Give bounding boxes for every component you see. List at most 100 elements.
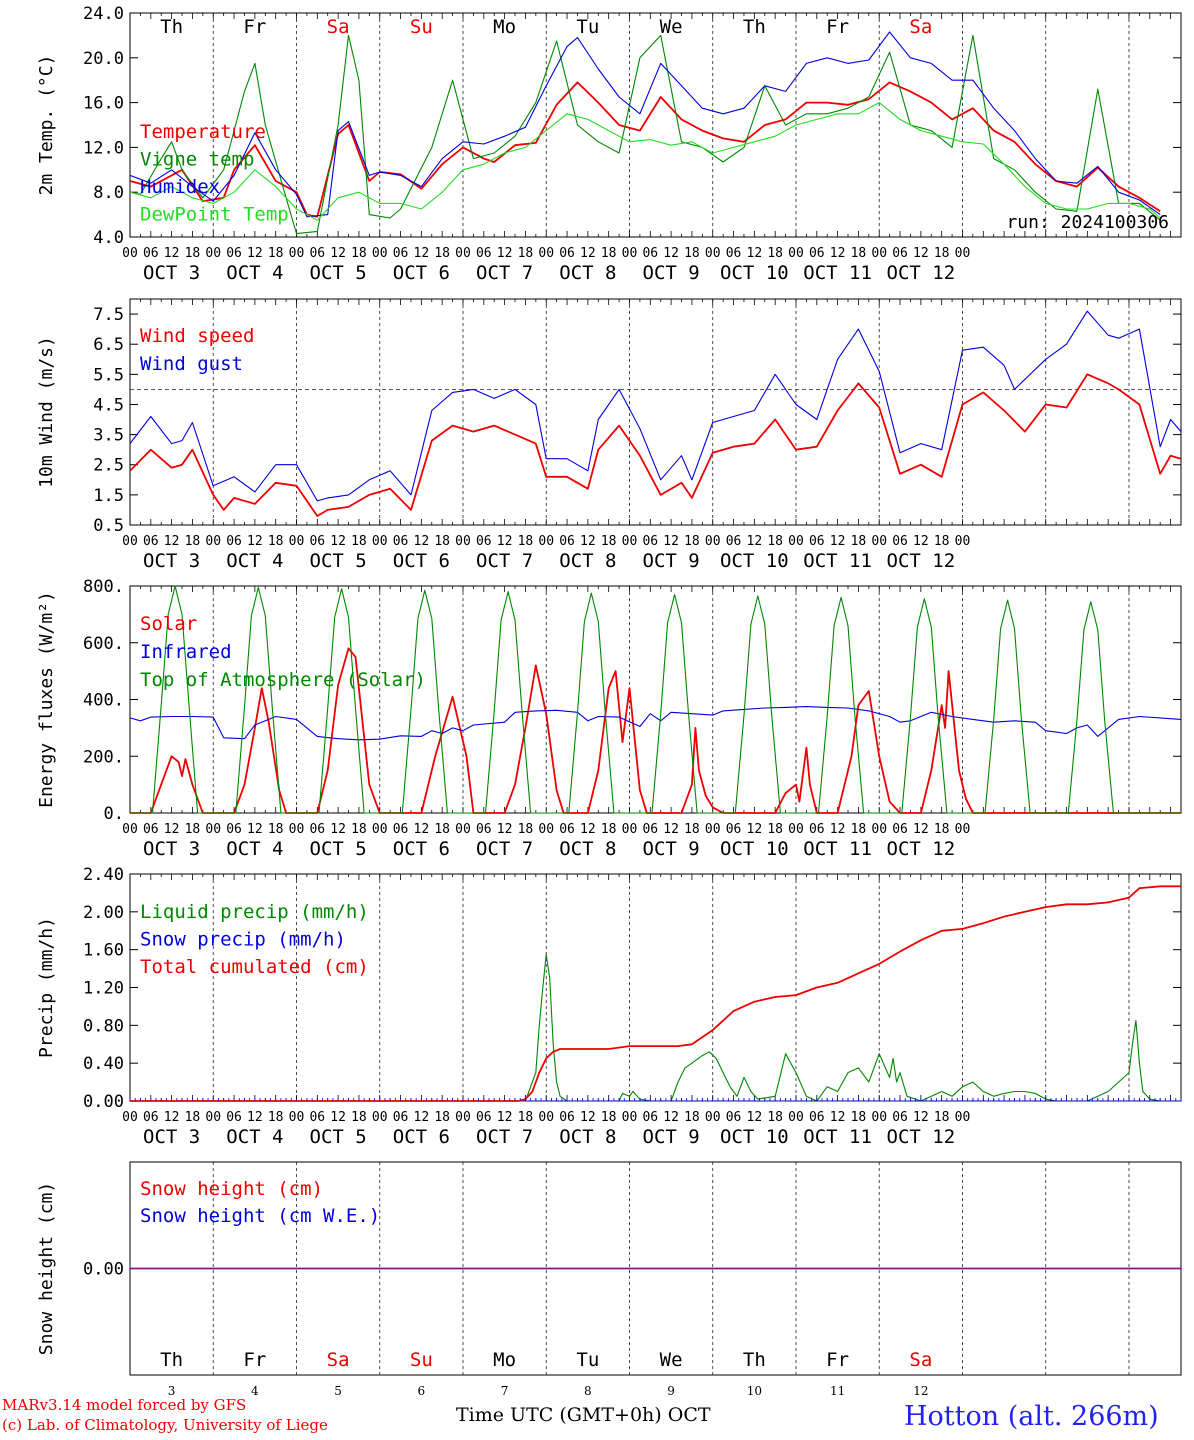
panel4-hour-label: 18 (767, 1110, 783, 1125)
day-label: Tu (576, 16, 599, 38)
panel4-hour-label: 12 (580, 1110, 596, 1125)
panel1-hour-label: 12 (747, 246, 763, 261)
panel3-date-label: OCT 12 (887, 838, 956, 860)
panel1-ytick-label: 8.0 (93, 183, 124, 203)
snow-panel-day-label: Sa (909, 1349, 932, 1371)
panel2-hour-label: 00 (955, 534, 971, 549)
panel3-hour-label: 12 (414, 822, 430, 837)
panel2-hour-label: 06 (143, 534, 159, 549)
panel3-hour-label: 18 (434, 822, 450, 837)
panel4-hour-label: 00 (871, 1110, 887, 1125)
snow-panel-day-label: Th (743, 1349, 766, 1371)
station-name: Hotton (alt. 266m) (904, 1401, 1159, 1432)
panel1-hour-label: 06 (642, 246, 658, 261)
panel3-hour-label: 06 (642, 822, 658, 837)
panel4-legend-item: Liquid precip (mm/h) (140, 901, 369, 923)
panel2-legend-item: Wind speed (140, 325, 254, 347)
panel2-hour-label: 18 (934, 534, 950, 549)
panel2-hour-label: 06 (226, 534, 242, 549)
panel2-hour-label: 06 (809, 534, 825, 549)
panel2-hour-label: 06 (642, 534, 658, 549)
panel1-hour-label: 00 (705, 246, 721, 261)
panel2-ytick-label: 5.5 (93, 365, 124, 385)
panel4-date-label: OCT 9 (643, 1126, 700, 1148)
panel4-hour-label: 06 (143, 1110, 159, 1125)
panel3-date-label: OCT 8 (559, 838, 616, 860)
panel3-hour-label: 12 (580, 822, 596, 837)
panel3-hour-label: 18 (601, 822, 617, 837)
panel4-hour-label: 18 (851, 1110, 867, 1125)
panel1-hour-label: 12 (247, 246, 263, 261)
panel2-ytick-label: 0.5 (93, 516, 124, 536)
panel2-hour-label: 12 (330, 534, 346, 549)
panel2-hour-label: 12 (747, 534, 763, 549)
credit-line-1: MARv3.14 model forced by GFS (2, 1396, 247, 1414)
snow-panel-date-label: 3 (168, 1384, 176, 1398)
panel3-hour-label: 18 (684, 822, 700, 837)
panel3-legend-item: Top of Atmosphere (Solar) (140, 669, 426, 691)
panel3-hour-label: 00 (455, 822, 471, 837)
panel3-hour-label: 12 (497, 822, 513, 837)
day-label: Th (160, 16, 183, 38)
panel1-ytick-label: 4.0 (93, 228, 124, 248)
panel1-hour-label: 06 (226, 246, 242, 261)
snow-panel-date-label: 9 (667, 1384, 675, 1398)
panel3-hour-label: 06 (226, 822, 242, 837)
panel1-hour-label: 06 (476, 246, 492, 261)
day-label: Fr (826, 16, 849, 38)
panel5-legend-item: Snow height (cm W.E.) (140, 1205, 380, 1227)
panel1-date-label: OCT 5 (310, 262, 367, 284)
panel1-hour-label: 12 (414, 246, 430, 261)
day-label: Th (743, 16, 766, 38)
panel2-hour-label: 06 (393, 534, 409, 549)
panel4-ytick-label: 2.00 (83, 903, 124, 923)
panel2-legend-item: Wind gust (140, 353, 243, 375)
panel4-date-label: OCT 8 (559, 1126, 616, 1148)
panel4-hour-label: 06 (642, 1110, 658, 1125)
panel3-hour-label: 00 (955, 822, 971, 837)
panel4-hour-label: 18 (684, 1110, 700, 1125)
panel2-hour-label: 00 (538, 534, 554, 549)
snow-panel-day-label: Mo (493, 1349, 516, 1371)
panel4-hour-label: 12 (913, 1110, 929, 1125)
panel2-hour-label: 18 (351, 534, 367, 549)
credit-line-2: (c) Lab. of Climatology, University of L… (2, 1416, 328, 1434)
panel2-hour-label: 12 (247, 534, 263, 549)
panel4-hour-label: 06 (809, 1110, 825, 1125)
panel1-hour-label: 00 (289, 246, 305, 261)
snow-panel-date-label: 7 (501, 1384, 509, 1398)
panel3-hour-label: 18 (851, 822, 867, 837)
panel3-hour-label: 06 (143, 822, 159, 837)
panel3-date-label: OCT 4 (226, 838, 283, 860)
panel5-legend-item: Snow height (cm) (140, 1178, 323, 1200)
panel3-date-label: OCT 6 (393, 838, 450, 860)
panel2-ylabel: 10m Wind (m/s) (36, 336, 57, 488)
panel4-hour-label: 12 (247, 1110, 263, 1125)
panel4-hour-label: 06 (309, 1110, 325, 1125)
panel1-hour-label: 18 (185, 246, 201, 261)
panel2-hour-label: 18 (434, 534, 450, 549)
panel2-hour-label: 18 (518, 534, 534, 549)
snow-panel-date-label: 10 (747, 1384, 762, 1398)
panel4-hour-label: 12 (830, 1110, 846, 1125)
panel1-hour-label: 18 (518, 246, 534, 261)
panel1-hour-label: 18 (684, 246, 700, 261)
panel3-date-label: OCT 7 (476, 838, 533, 860)
panel2-ytick-label: 6.5 (93, 335, 124, 355)
panel2-hour-label: 00 (455, 534, 471, 549)
panel3-ytick-label: 600. (83, 634, 124, 654)
panel1-hour-label: 18 (851, 246, 867, 261)
panel3-hour-label: 18 (185, 822, 201, 837)
panel3-hour-label: 18 (351, 822, 367, 837)
panel2-hour-label: 00 (372, 534, 388, 549)
panel2-date-label: OCT 11 (803, 550, 872, 572)
panel3-hour-label: 00 (205, 822, 221, 837)
panel1-date-label: OCT 3 (143, 262, 200, 284)
panel4-ytick-label: 0.80 (83, 1016, 124, 1036)
snow-panel-day-label: Sa (327, 1349, 350, 1371)
panel4-hour-label: 18 (185, 1110, 201, 1125)
panel4-date-label: OCT 12 (887, 1126, 956, 1148)
day-label: Sa (327, 16, 350, 38)
panel4-ytick-label: 1.60 (83, 941, 124, 961)
